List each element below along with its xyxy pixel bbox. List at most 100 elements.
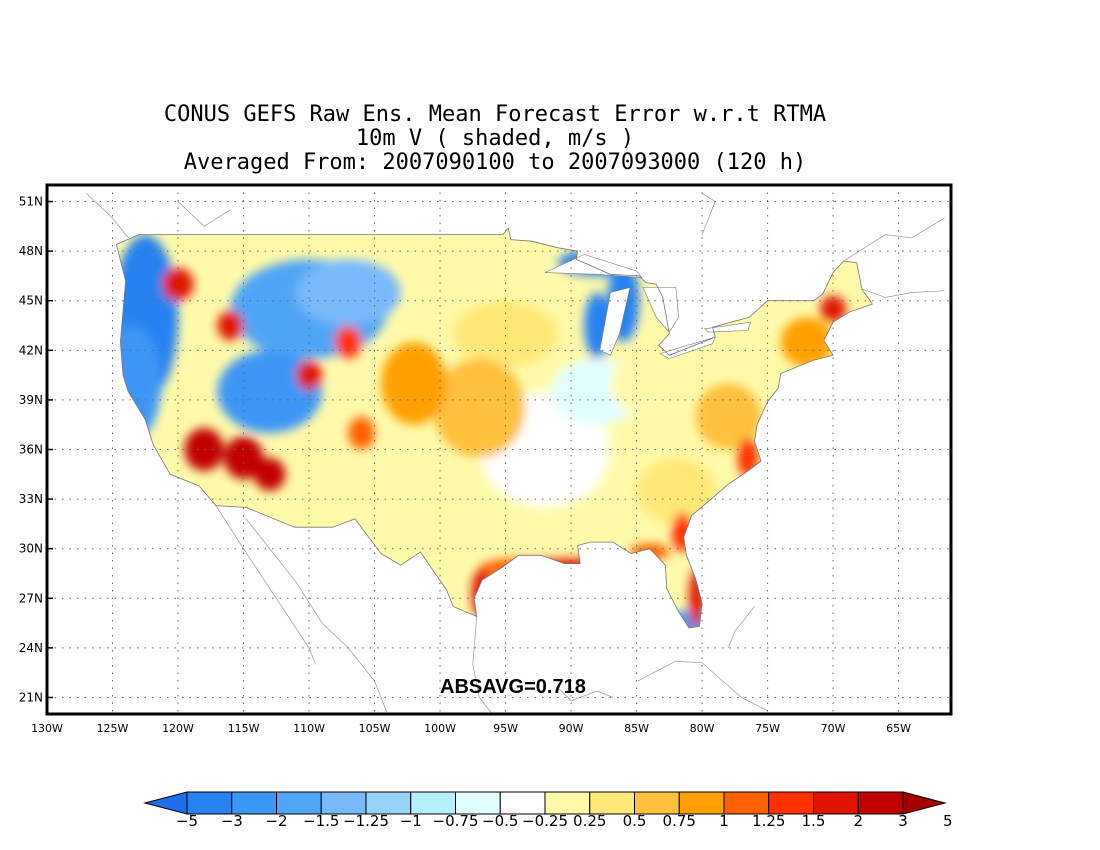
field-blob	[780, 317, 834, 367]
field-blob	[223, 436, 264, 480]
lon-tick-label: 70W	[821, 722, 846, 735]
lat-tick-label: 30N	[19, 542, 43, 556]
lon-tick-label: 65W	[886, 722, 911, 735]
field-blob	[820, 295, 847, 323]
outline-segment	[245, 518, 388, 714]
colorbar-swatch	[455, 791, 501, 815]
colorbar-swatch	[544, 791, 591, 815]
outline-segment	[843, 217, 945, 262]
title-line-1: CONUS GEFS Raw Ens. Mean Forecast Error …	[163, 102, 827, 127]
field-blob	[254, 457, 286, 491]
title-line-2: 10m V ( shaded, m/s )	[355, 126, 635, 151]
colorbar-label: 0.25	[573, 812, 606, 830]
lat-tick-label: 33N	[19, 492, 43, 506]
lon-tick-label: 75W	[755, 722, 780, 735]
lon-tick-label: 85W	[624, 722, 649, 735]
outline-segment	[177, 201, 231, 227]
latitude-axis: 51N 48N 45N 42N 39N 36N 33N 30N 27N 24N 21N	[19, 195, 43, 705]
field-blob	[295, 259, 401, 326]
lat-tick-label: 48N	[19, 244, 43, 258]
field-blob	[433, 358, 526, 458]
lake	[642, 287, 679, 333]
colorbar-label: 3	[898, 812, 908, 830]
lat-tick-label: 42N	[19, 343, 43, 357]
absavg-annotation: ABSAVG=0.718	[440, 676, 586, 698]
colorbar-label: −1	[400, 812, 422, 830]
colorbar-label: 0.75	[663, 812, 696, 830]
field-blob	[671, 512, 693, 552]
outline-segment	[559, 688, 614, 702]
lat-tick-label: 27N	[19, 591, 43, 605]
colorbar: −5 −3 −2 −1.5 −1.25 −1 −0.75 −0.5 −0.25 0.25 0.5 0.…	[143, 791, 953, 830]
colorbar-label: −0.25	[522, 812, 568, 830]
lake	[599, 287, 631, 356]
lat-tick-label: 51N	[19, 195, 43, 209]
colorbar-swatch	[231, 791, 277, 815]
outline-segment	[861, 288, 945, 298]
longitude-axis: 130W 125W 120W 115W 110W 105W 100W 95W 90W 85W 80W…	[31, 722, 911, 735]
colorbar-swatch	[499, 791, 546, 815]
field-blob	[348, 416, 375, 450]
lat-tick-label: 39N	[19, 393, 43, 407]
map-frame	[45, 183, 953, 716]
field-blob	[669, 609, 709, 628]
colorbar-label: 5	[943, 812, 953, 830]
colorbar-arrow-low	[143, 791, 188, 815]
colorbar-label: −1.5	[303, 812, 339, 830]
colorbar-swatch	[723, 791, 770, 815]
colorbar-swatch	[634, 791, 680, 815]
lon-tick-label: 90W	[559, 722, 584, 735]
lat-tick-label: 21N	[19, 690, 43, 704]
outline-segment	[701, 193, 716, 235]
lon-tick-label: 115W	[228, 722, 260, 735]
colorbar-label: 1.5	[802, 812, 826, 830]
colorbar-swatch	[857, 791, 904, 815]
coastline	[115, 227, 874, 629]
colorbar-swatch	[365, 791, 412, 815]
gridlines	[47, 185, 951, 714]
field-blob	[184, 428, 224, 471]
field-blob	[217, 350, 323, 433]
colorbar-label: −1.25	[343, 812, 389, 830]
lon-tick-label: 95W	[493, 722, 518, 735]
lon-tick-label: 120W	[162, 722, 194, 735]
colorbar-arrow-high	[902, 791, 947, 815]
lon-tick-label: 80W	[690, 722, 715, 735]
colorbar-label: 1.25	[752, 812, 785, 830]
field-blob	[471, 568, 493, 619]
field-blob	[217, 310, 244, 341]
field-blob	[479, 558, 558, 579]
colorbar-swatch	[813, 791, 859, 815]
lat-tick-label: 24N	[19, 641, 43, 655]
colorbar-swatch	[678, 791, 725, 815]
lon-tick-label: 125W	[97, 722, 129, 735]
field-blob	[335, 325, 362, 359]
colorbar-swatch	[320, 791, 367, 815]
outline-segment	[727, 606, 755, 649]
lake	[544, 254, 643, 278]
lat-tick-label: 36N	[19, 443, 43, 457]
outline-segment	[472, 616, 493, 714]
colorbar-swatch	[589, 791, 635, 815]
colorbar-label: −2	[265, 812, 287, 830]
lon-tick-label: 100W	[424, 722, 456, 735]
field-blob	[636, 457, 716, 524]
colorbar-label: 1	[719, 812, 729, 830]
lake	[703, 321, 751, 333]
field-blob	[610, 350, 689, 417]
lon-tick-label: 130W	[31, 722, 63, 735]
colorbar-label: −0.75	[433, 812, 479, 830]
field-blob	[162, 267, 194, 301]
chart-title: CONUS GEFS Raw Ens. Mean Forecast Error …	[0, 103, 990, 175]
outline-segment	[215, 505, 316, 665]
field-blob	[518, 558, 624, 582]
colorbar-label: −0.5	[482, 812, 518, 830]
colorbar-swatch	[410, 791, 456, 815]
colorbar-label: 0.5	[623, 812, 647, 830]
lat-tick-label: 45N	[19, 294, 43, 308]
colorbar-label: 2	[853, 812, 863, 830]
outline-segment	[637, 660, 768, 712]
lon-tick-label: 110W	[293, 722, 325, 735]
colorbar-label: −5	[176, 812, 198, 830]
